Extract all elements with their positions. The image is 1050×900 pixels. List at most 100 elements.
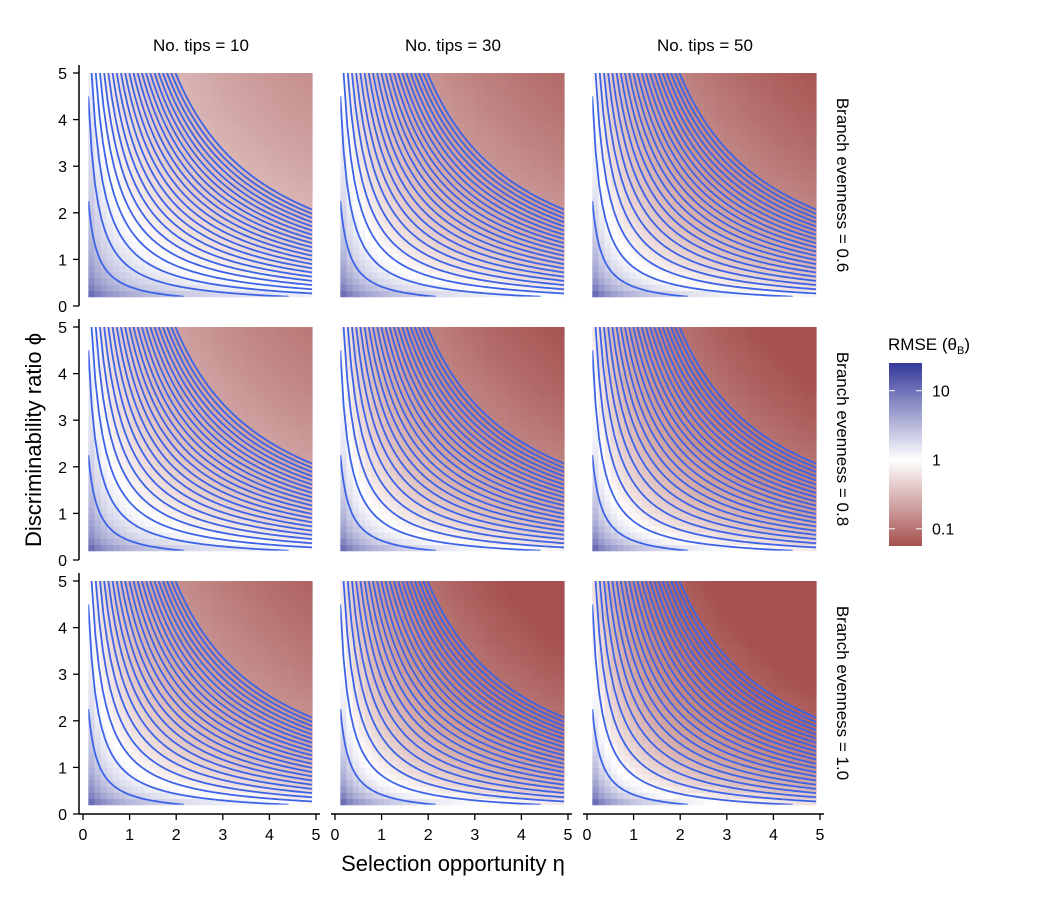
heatmap-cell bbox=[125, 445, 133, 452]
heatmap-cell bbox=[212, 97, 220, 105]
heatmap-cell bbox=[526, 172, 534, 180]
heatmap-cell bbox=[113, 507, 120, 514]
heatmap-cell bbox=[231, 457, 239, 465]
heatmap-cell bbox=[113, 339, 120, 347]
heatmap-cell bbox=[280, 85, 288, 93]
heatmap-cell bbox=[427, 215, 435, 223]
heatmap-cell bbox=[710, 104, 718, 111]
heatmap-cell bbox=[766, 259, 774, 267]
heatmap-cell bbox=[249, 197, 257, 205]
heatmap-cell bbox=[287, 259, 294, 267]
heatmap-cell bbox=[642, 215, 649, 223]
heatmap-cell bbox=[346, 209, 354, 217]
heatmap-cell bbox=[784, 228, 792, 236]
heatmap-cell bbox=[162, 159, 170, 167]
heatmap-cell bbox=[660, 128, 668, 136]
heatmap-cell bbox=[193, 222, 201, 229]
heatmap-cell bbox=[654, 110, 662, 118]
heatmap-cell bbox=[809, 197, 817, 205]
heatmap-cell bbox=[551, 222, 559, 229]
heatmap-cell bbox=[439, 265, 447, 273]
heatmap-cell bbox=[262, 290, 270, 298]
heatmap-cell bbox=[495, 259, 503, 267]
heatmap-cell bbox=[256, 538, 263, 546]
heatmap-cell bbox=[458, 73, 466, 80]
heatmap-cell bbox=[592, 265, 600, 273]
heatmap-cell bbox=[778, 222, 786, 229]
heatmap-cell bbox=[113, 209, 120, 217]
heatmap-cell bbox=[666, 228, 674, 236]
heatmap-cell bbox=[483, 166, 491, 174]
heatmap-cell bbox=[396, 240, 404, 248]
heatmap-cell bbox=[747, 128, 755, 136]
heatmap-cell bbox=[685, 259, 693, 267]
heatmap-cell bbox=[660, 253, 668, 260]
heatmap-cell bbox=[654, 271, 662, 279]
heatmap-cell bbox=[187, 104, 195, 111]
heatmap-cell bbox=[673, 253, 680, 260]
heatmap-cell bbox=[231, 85, 239, 93]
heatmap-cell bbox=[106, 197, 114, 205]
heatmap-cell bbox=[299, 234, 307, 242]
heatmap-cell bbox=[231, 147, 239, 155]
heatmap-cell bbox=[784, 122, 792, 130]
heatmap-cell bbox=[125, 97, 133, 105]
heatmap-cell bbox=[88, 519, 96, 527]
heatmap-cell bbox=[119, 345, 127, 353]
heatmap-cell bbox=[514, 85, 522, 93]
heatmap-cell bbox=[445, 166, 453, 174]
heatmap-cell bbox=[156, 79, 164, 87]
heatmap-cell bbox=[94, 135, 102, 142]
heatmap-cell bbox=[390, 265, 397, 273]
heatmap-cell bbox=[747, 73, 755, 80]
heatmap-cell bbox=[249, 104, 257, 111]
heatmap-cell bbox=[187, 135, 195, 142]
heatmap-cell bbox=[206, 532, 214, 539]
heatmap-cell bbox=[642, 91, 649, 99]
heatmap-cell bbox=[697, 97, 705, 105]
heatmap-cell bbox=[458, 110, 466, 118]
heatmap-cell bbox=[433, 85, 441, 93]
heatmap-cell bbox=[206, 513, 214, 521]
heatmap-cell bbox=[150, 278, 158, 285]
heatmap-cell bbox=[539, 159, 546, 167]
heatmap-cell bbox=[729, 278, 736, 285]
heatmap-cell bbox=[598, 215, 606, 223]
heatmap-cell bbox=[340, 128, 348, 136]
heatmap-cell bbox=[526, 79, 534, 87]
heatmap-cell bbox=[648, 197, 656, 205]
heatmap-cell bbox=[685, 271, 693, 279]
heatmap-cell bbox=[156, 271, 164, 279]
heatmap-cell bbox=[791, 147, 798, 155]
heatmap-cell bbox=[138, 532, 145, 539]
heatmap-cell bbox=[249, 345, 257, 353]
heatmap-cell bbox=[358, 159, 366, 167]
heatmap-cell bbox=[150, 500, 158, 508]
heatmap-cell bbox=[144, 191, 152, 198]
heatmap-cell bbox=[256, 197, 263, 205]
heatmap-cell bbox=[243, 253, 251, 260]
heatmap-cell bbox=[299, 147, 307, 155]
heatmap-cell bbox=[396, 197, 404, 205]
heatmap-cell bbox=[187, 116, 195, 124]
heatmap-cell bbox=[193, 488, 201, 496]
heatmap-cell bbox=[551, 166, 559, 174]
heatmap-cell bbox=[293, 104, 301, 111]
heatmap-cell bbox=[470, 128, 478, 136]
heatmap-cell bbox=[268, 265, 276, 273]
heatmap-cell bbox=[495, 278, 503, 285]
heatmap-cell bbox=[268, 110, 276, 118]
heatmap-cell bbox=[439, 147, 447, 155]
heatmap-cell bbox=[654, 253, 662, 260]
heatmap-cell bbox=[131, 191, 139, 198]
heatmap-cell bbox=[778, 104, 786, 111]
heatmap-cell bbox=[557, 184, 565, 192]
heatmap-cell bbox=[243, 333, 251, 341]
heatmap-cell bbox=[604, 246, 612, 254]
heatmap-cell bbox=[243, 73, 251, 80]
heatmap-cell bbox=[181, 73, 189, 80]
heatmap-cell bbox=[803, 73, 811, 80]
heatmap-cell bbox=[293, 265, 301, 273]
heatmap-cell bbox=[396, 234, 404, 242]
heatmap-cell bbox=[340, 110, 348, 118]
